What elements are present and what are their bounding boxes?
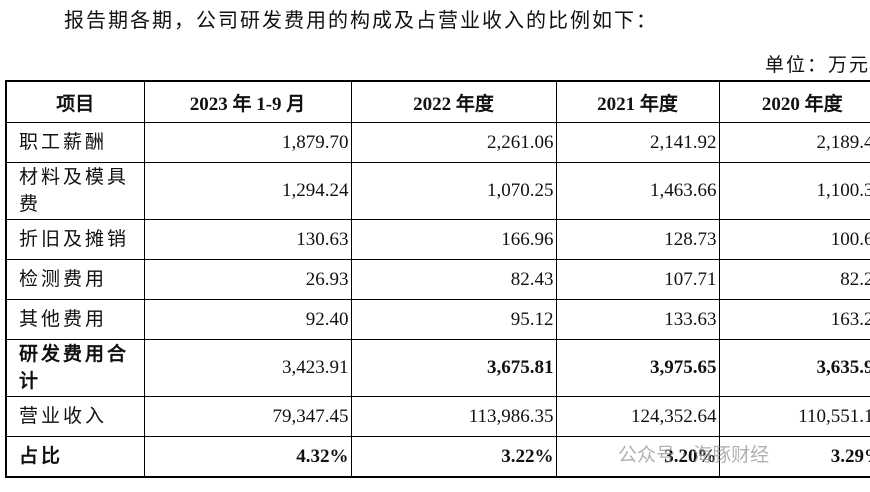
table-row: 营业收入 79,347.45 113,986.35 124,352.64 110,551… <box>5 396 870 437</box>
unit-label: 单位：万元 <box>764 55 870 76</box>
value-cell: 1,100.31 <box>718 162 870 220</box>
value-cell: 1,879.70 <box>143 122 352 163</box>
value-cell: 130.63 <box>143 219 352 260</box>
value-cell: 3.20% <box>555 436 720 478</box>
intro-text: 报告期各期，公司研发费用的构成及占营业收入的比例如下： <box>64 10 658 32</box>
value-cell: 26.93 <box>143 259 352 300</box>
row-label: 占比 <box>5 436 145 478</box>
value-cell: 95.12 <box>350 299 557 340</box>
value-cell: 110,551.14 <box>718 396 870 437</box>
value-cell: 1,294.24 <box>143 162 352 220</box>
value-cell: 3,975.65 <box>555 339 720 397</box>
value-cell: 2,189.49 <box>718 122 870 163</box>
watermark: 公众号 · 海豚财经 <box>618 444 770 466</box>
header-row: 项目 2023 年 1-9 月 2022 年度 2021 年度 2020 年度 <box>5 80 870 123</box>
value-cell: 82.23 <box>718 259 870 300</box>
row-label: 研发费用合计 <box>5 339 145 397</box>
value-cell: 3,675.81 <box>350 339 557 397</box>
column-header: 2023 年 1-9 月 <box>143 80 352 123</box>
value-cell: 3.29% <box>718 436 870 478</box>
row-label: 其他费用 <box>5 299 145 340</box>
value-cell: 124,352.64 <box>555 396 720 437</box>
row-label: 材料及模具费 <box>5 162 145 220</box>
value-cell: 92.40 <box>143 299 352 340</box>
table-row: 占比4.32%3.22%3.20%3.29% <box>5 436 870 478</box>
value-cell: 128.73 <box>555 219 720 260</box>
value-cell: 1,463.66 <box>555 162 720 220</box>
value-cell: 163.23 <box>718 299 870 340</box>
value-cell: 100.63 <box>718 219 870 260</box>
value-cell: 107.71 <box>555 259 720 300</box>
value-cell: 3,635.90 <box>718 339 870 397</box>
row-label: 检测费用 <box>5 259 145 300</box>
row-label: 营业收入 <box>5 396 145 437</box>
column-header: 2022 年度 <box>350 80 557 123</box>
row-label: 折旧及摊销 <box>5 219 145 260</box>
value-cell: 2,141.92 <box>555 122 720 163</box>
value-cell: 166.96 <box>350 219 557 260</box>
value-cell: 3.22% <box>350 436 557 478</box>
value-cell: 4.32% <box>143 436 352 478</box>
value-cell: 79,347.45 <box>143 396 352 437</box>
value-cell: 2,261.06 <box>350 122 557 163</box>
value-cell: 3,423.91 <box>143 339 352 397</box>
value-cell: 1,070.25 <box>350 162 557 220</box>
value-cell: 82.43 <box>350 259 557 300</box>
value-cell: 113,986.35 <box>350 396 557 437</box>
row-label: 职工薪酬 <box>5 122 145 163</box>
column-header: 2020 年度 <box>718 80 870 123</box>
rd-expense-table: 项目 2023 年 1-9 月 2022 年度 2021 年度 2020 年度 职工薪酬… <box>5 80 870 478</box>
column-header: 项目 <box>5 80 145 123</box>
value-cell: 133.63 <box>555 299 720 340</box>
column-header: 2021 年度 <box>555 80 720 123</box>
